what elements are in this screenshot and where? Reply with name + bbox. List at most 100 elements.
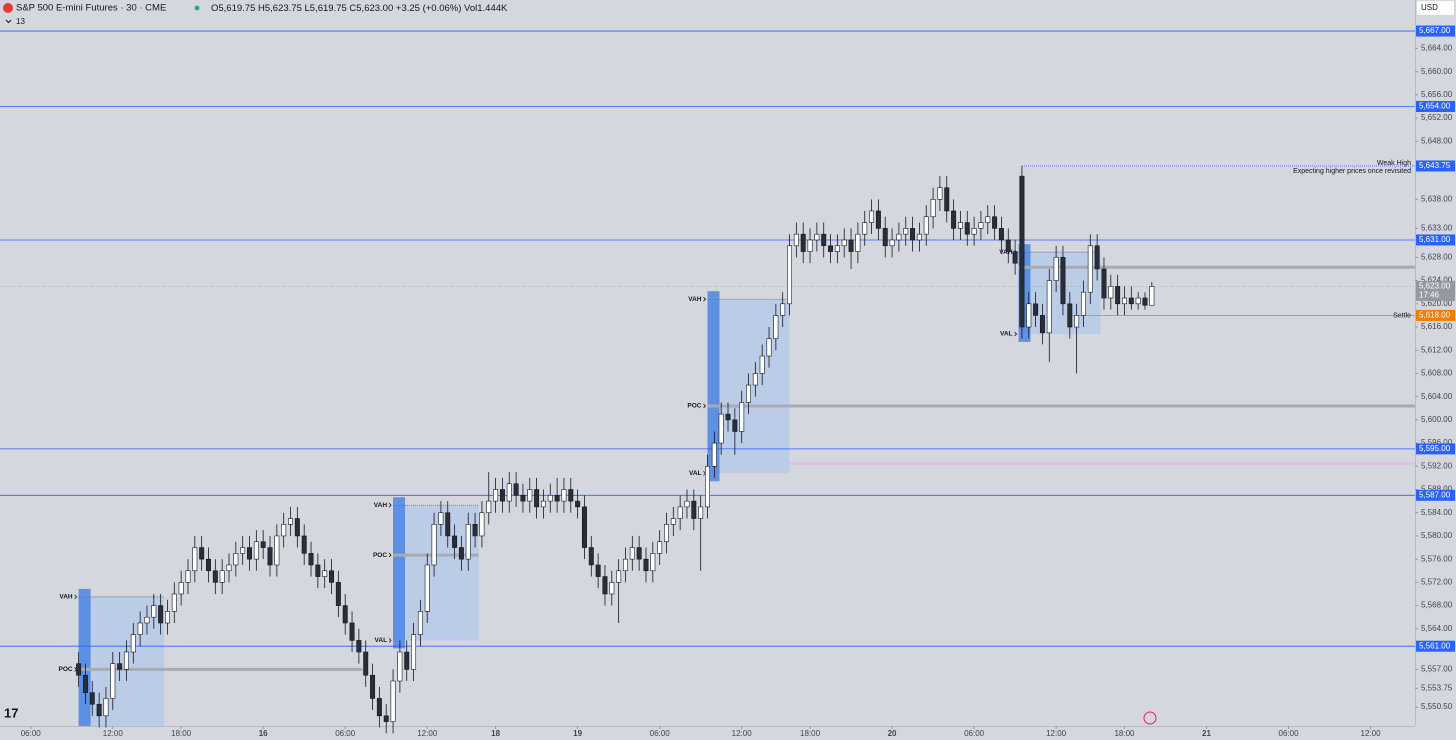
candle-body xyxy=(424,564,430,612)
candle-body xyxy=(834,245,840,252)
collapse-icon[interactable] xyxy=(5,19,12,24)
candle-body xyxy=(1142,297,1148,306)
candle-body xyxy=(96,703,102,717)
y-tick-label: 5,660.00 xyxy=(1421,67,1453,76)
currency-box[interactable] xyxy=(1417,1,1454,15)
candle-body xyxy=(793,233,799,247)
y-tick-label: 5,553.75 xyxy=(1421,683,1453,692)
x-tick-label: 19 xyxy=(573,729,582,738)
y-tick-label: 5,628.00 xyxy=(1421,252,1453,261)
candle-body xyxy=(171,593,177,612)
candle-body xyxy=(178,582,184,595)
candle-body xyxy=(1101,268,1107,299)
candle-body xyxy=(260,541,266,548)
x-tick-label: 16 xyxy=(259,729,268,738)
y-tick-label: 5,576.00 xyxy=(1421,554,1453,563)
candle-body xyxy=(828,245,834,252)
y-tick-label: 5,572.00 xyxy=(1421,577,1453,586)
candle-body xyxy=(431,524,437,566)
plot: VAH POC VAH POC VAL VAH POC VAL VAH VAL Weak HighE… xyxy=(0,25,1455,738)
candle-body xyxy=(677,506,683,519)
candle-body xyxy=(554,495,560,502)
candle-body xyxy=(1053,257,1059,281)
y-tick-label: 5,648.00 xyxy=(1421,136,1453,145)
candle-body xyxy=(602,576,608,595)
y-tick-label: 5,600.00 xyxy=(1421,415,1453,424)
volume-label: Vol xyxy=(464,3,477,14)
x-tick-label: 06:00 xyxy=(964,729,985,738)
symbol-logo xyxy=(3,3,13,13)
open-value: O5,619.75 xyxy=(211,3,255,14)
alert-icon[interactable] xyxy=(1143,711,1157,725)
candle-body xyxy=(1074,315,1080,328)
candle-body xyxy=(622,558,628,572)
candle-body xyxy=(643,558,649,572)
candle-body xyxy=(274,535,280,566)
candle-body xyxy=(110,663,116,699)
candle-body xyxy=(787,245,793,305)
candle-body xyxy=(123,651,129,670)
weak-high-title: Weak High xyxy=(1377,160,1411,167)
candle-body xyxy=(547,495,553,502)
y-tick-label: 5,550.50 xyxy=(1421,702,1453,711)
chart-title: S&P 500 E-mini Futures · 30 · CME xyxy=(16,3,166,14)
candle-body xyxy=(882,228,888,247)
x-tick-label: 06:00 xyxy=(335,729,356,738)
candle-body xyxy=(137,622,143,635)
candle-body xyxy=(76,663,82,676)
candle-body xyxy=(329,570,335,583)
candle-body xyxy=(82,674,88,693)
candle-body xyxy=(1026,303,1032,328)
candle-body xyxy=(219,570,225,583)
candle-body xyxy=(957,222,963,229)
candle-body xyxy=(780,303,786,316)
candle-body xyxy=(1005,239,1011,252)
candle-body xyxy=(1094,245,1100,270)
candle-body xyxy=(472,524,478,537)
candle-body xyxy=(89,692,95,705)
y-tick-label: 5,584.00 xyxy=(1421,508,1453,517)
candle-body xyxy=(903,228,909,235)
x-tick-label: 12:00 xyxy=(732,729,753,738)
tv-logo: 17 xyxy=(4,705,18,720)
x-tick-label: 21 xyxy=(1202,729,1211,738)
candle-body xyxy=(568,489,574,502)
candle-body xyxy=(985,216,991,223)
candle-body xyxy=(595,564,601,577)
candle-body xyxy=(212,570,218,583)
price-tag-label: 5,618.00 xyxy=(1419,311,1451,320)
candle-body xyxy=(479,512,485,537)
low-value: L5,619.75 xyxy=(305,3,347,14)
candle-body xyxy=(1080,291,1086,316)
candle-body xyxy=(1019,175,1025,328)
candle-body xyxy=(383,715,389,722)
candle-body xyxy=(438,512,444,525)
y-tick-label: 5,616.00 xyxy=(1421,322,1453,331)
candle-body xyxy=(199,547,205,560)
candle-body xyxy=(499,489,505,502)
candle-body xyxy=(390,680,396,722)
candle-body xyxy=(636,547,642,560)
x-tick-label: 18:00 xyxy=(800,729,821,738)
candle-body xyxy=(185,570,191,583)
candle-body xyxy=(240,547,246,554)
candle-body xyxy=(349,622,355,641)
weak-high-note: Expecting higher prices once revisited xyxy=(1293,168,1411,175)
candle-body xyxy=(130,634,136,653)
candle-body xyxy=(923,216,929,235)
candle-body xyxy=(288,518,294,525)
price-tag-label: 5,631.00 xyxy=(1419,235,1451,244)
x-tick-label: 18 xyxy=(491,729,500,738)
candle-body xyxy=(206,558,211,572)
candle-body xyxy=(964,222,970,235)
candle-body xyxy=(650,553,656,572)
price-tag-label: 5,654.00 xyxy=(1419,102,1451,111)
profile-label: POC xyxy=(59,666,73,673)
y-tick-label: 5,557.00 xyxy=(1421,665,1453,674)
price-tag xyxy=(1416,309,1455,321)
candle-body xyxy=(862,222,868,235)
candle-body xyxy=(759,355,765,374)
candle-body xyxy=(1135,297,1141,305)
candle-body xyxy=(746,384,752,403)
candle-body xyxy=(315,564,321,577)
